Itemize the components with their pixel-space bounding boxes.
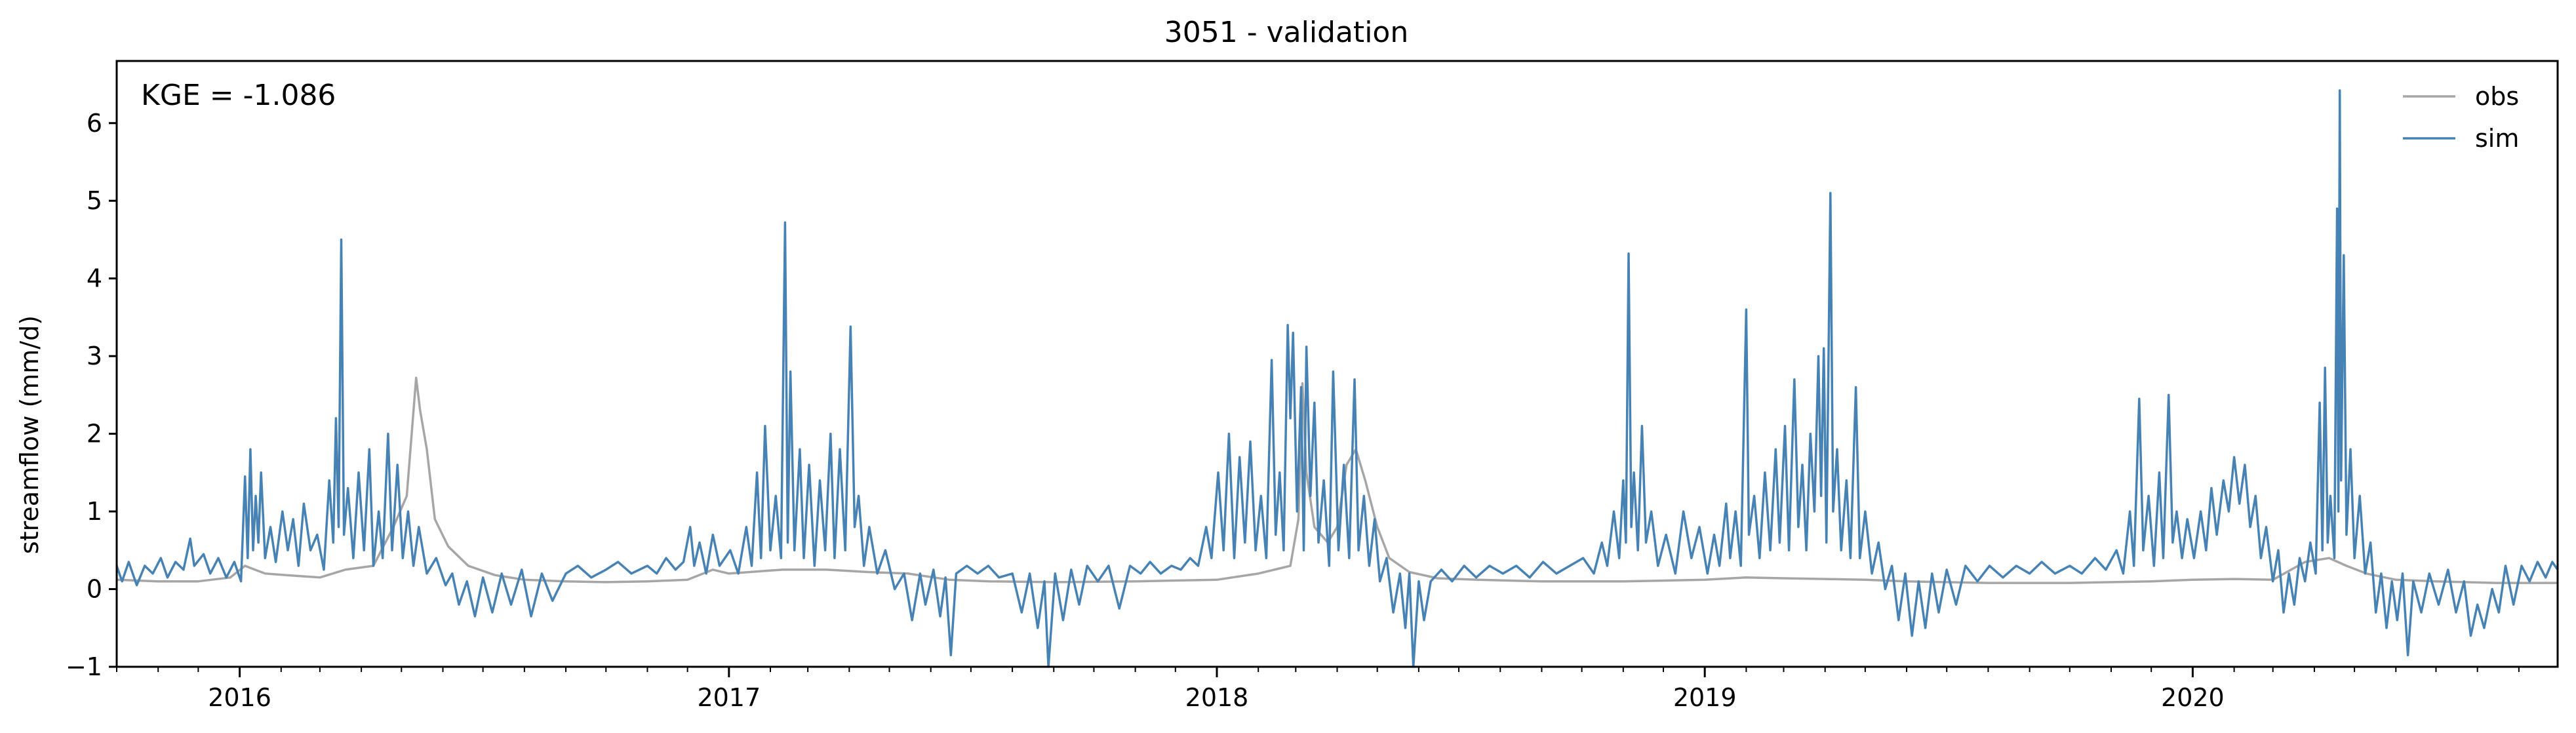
y-tick-label: −1 — [66, 652, 102, 681]
x-tick-label: 2019 — [1673, 683, 1737, 712]
x-tick-label: 2020 — [2161, 683, 2225, 712]
x-tick-label: 2018 — [1185, 683, 1249, 712]
y-tick-label: 6 — [87, 109, 102, 138]
plot-frame — [115, 60, 2559, 668]
series-layer — [115, 89, 2559, 668]
y-axis: −1 0 1 2 3 4 5 6 — [66, 109, 117, 681]
y-tick-label: 5 — [87, 186, 102, 215]
y-tick-label: 4 — [87, 264, 102, 293]
y-tick-label: 0 — [87, 575, 102, 604]
legend: obs sim — [2403, 82, 2519, 153]
series-line-sim — [115, 89, 2559, 668]
legend-label-obs: obs — [2475, 82, 2519, 111]
y-tick-label: 2 — [87, 420, 102, 448]
series-line-obs — [116, 376, 2558, 584]
legend-label-sim: sim — [2475, 124, 2519, 153]
x-tick-label: 2016 — [208, 683, 271, 712]
plot-area: −1 0 1 2 3 4 5 6 2016 2017 2018 2019 2020 — [66, 60, 2559, 712]
y-axis-label: streamflow (mm/d) — [15, 315, 44, 554]
kge-annotation: KGE = -1.086 — [141, 79, 336, 112]
chart-title: 3051 - validation — [1164, 16, 1408, 49]
y-tick-label: 1 — [87, 497, 102, 526]
x-axis: 2016 2017 2018 2019 2020 — [116, 667, 2520, 712]
x-tick-label: 2017 — [697, 683, 761, 712]
y-tick-label: 3 — [87, 342, 102, 370]
